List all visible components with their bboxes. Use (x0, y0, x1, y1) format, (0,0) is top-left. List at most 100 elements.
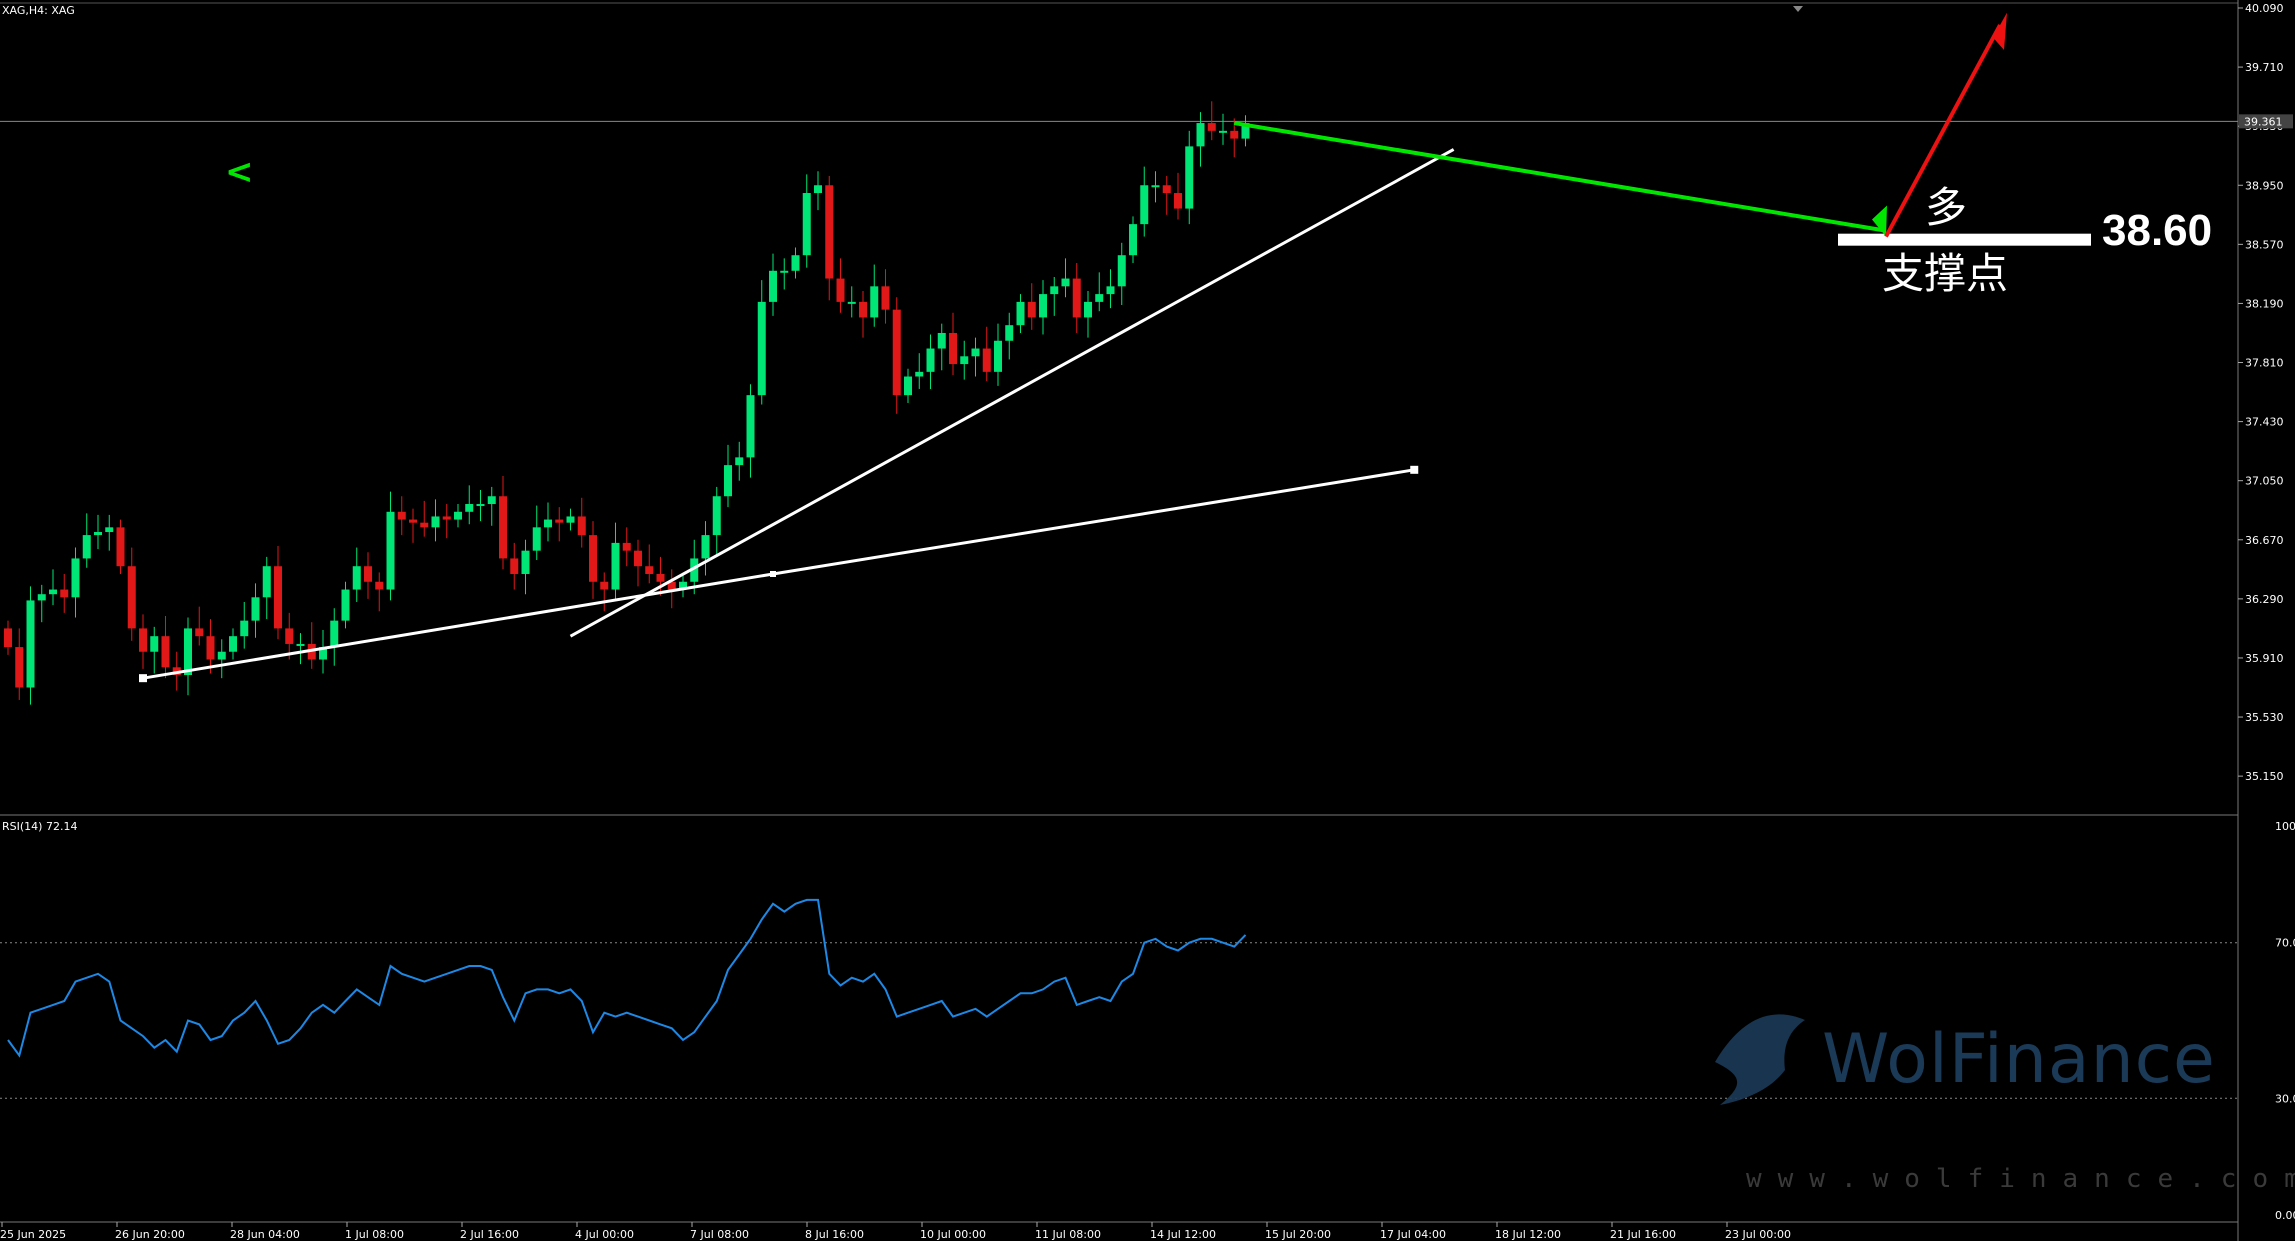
price-tick-label: 38.570 (2245, 238, 2284, 251)
price-tick-label: 36.290 (2245, 593, 2284, 606)
candle-body (566, 516, 575, 523)
candle-body (105, 527, 114, 533)
rsi-line (7, 898, 1247, 1058)
price-tick-label: 35.910 (2245, 652, 2284, 665)
candle-body (375, 581, 384, 590)
support-annotation: 支撑点 (1882, 249, 2009, 298)
price-tick-label: 37.430 (2245, 416, 2284, 429)
candle-body (960, 356, 969, 365)
rsi-level-label: 0.00 (2275, 1209, 2295, 1222)
candle-body (1207, 123, 1216, 131)
candle-body (724, 465, 732, 497)
time-tick-label: 10 Jul 00:00 (920, 1228, 986, 1241)
down-arrow-head (1872, 205, 1887, 237)
candle-body (847, 301, 856, 304)
candle-body (341, 589, 350, 621)
price-tick-label: 40.090 (2245, 2, 2284, 15)
candle-body (1151, 185, 1160, 188)
candle-body (1095, 294, 1104, 302)
price-tick-label: 39.710 (2245, 61, 2284, 74)
candle-body (690, 558, 699, 582)
candle-body (364, 566, 372, 582)
candle-body (1061, 278, 1070, 287)
candle-body (94, 532, 102, 536)
time-tick-label: 17 Jul 04:00 (1380, 1228, 1446, 1241)
support-level-bar (1838, 233, 2091, 246)
candle-body (499, 496, 507, 559)
support-trendline-2 (569, 148, 1455, 638)
time-tick-label: 8 Jul 16:00 (805, 1228, 864, 1241)
candle-body (735, 457, 744, 466)
candle-body (431, 516, 440, 528)
candle-body (757, 301, 766, 396)
candle-body (1162, 185, 1171, 194)
time-tick-label: 15 Jul 20:00 (1265, 1228, 1331, 1241)
time-tick-label: 14 Jul 12:00 (1150, 1228, 1216, 1241)
candle-body (1219, 130, 1227, 133)
rsi-label: RSI(14) 72.14 (2, 820, 78, 833)
time-tick-label: 26 Jun 20:00 (115, 1228, 185, 1241)
candle-body (296, 643, 305, 646)
candle-body (184, 628, 192, 676)
trendline-anchor (770, 570, 776, 577)
candle-body (769, 270, 777, 302)
candle-body (454, 511, 462, 520)
candle-body (139, 628, 147, 652)
time-tick-label: 21 Jul 16:00 (1610, 1228, 1676, 1241)
candle-body (1117, 255, 1126, 287)
current-price-label: 39.361 (2244, 115, 2283, 128)
candle-body (532, 527, 541, 551)
support-price-annotation: 38.60 (2102, 206, 2213, 255)
symbol-label: XAG,H4: XAG (2, 4, 75, 17)
candle-body (1106, 286, 1115, 295)
candle-body (701, 535, 710, 559)
wolf-logo-icon (1715, 1014, 1805, 1105)
candle-body (780, 270, 789, 273)
candle-body (949, 332, 957, 365)
candle-body (465, 504, 474, 512)
rsi-level-label: 100.00 (2275, 820, 2295, 833)
candle-body (859, 301, 867, 318)
candle-body (206, 636, 215, 660)
candle-body (229, 636, 237, 652)
candle-body (319, 647, 327, 660)
candle-body (262, 566, 271, 598)
rsi-level-label: 70.00 (2275, 937, 2295, 950)
candle-body (611, 542, 620, 590)
long-annotation: 多 (1925, 183, 1968, 232)
candle-body (1084, 301, 1092, 318)
current-price-tag (2239, 114, 2293, 129)
candle-body (656, 573, 665, 582)
candle-body (217, 651, 226, 660)
candle-body (116, 527, 125, 567)
candle-body (1196, 123, 1205, 147)
candle-body (904, 376, 912, 396)
candle-body (127, 566, 136, 629)
candle-body (622, 542, 631, 551)
candle-body (645, 566, 654, 574)
support-trendline-1-ext (772, 468, 1415, 576)
candle-body (555, 519, 564, 523)
price-tick-label: 36.670 (2245, 534, 2284, 547)
candle-body (420, 522, 429, 528)
support-trendline-1 (142, 572, 774, 680)
candle-body (4, 628, 12, 648)
trendline-anchor (139, 674, 147, 683)
candle-body (667, 581, 676, 590)
candle-body (881, 286, 890, 310)
candle-body (634, 550, 642, 567)
candle-body (915, 371, 924, 377)
candle-body (49, 589, 57, 595)
scroll-left-icon[interactable]: < (225, 152, 254, 192)
candle-body (746, 395, 755, 458)
trendline-anchor (1410, 465, 1419, 474)
rsi-level-label: 30.00 (2275, 1092, 2295, 1105)
candle-body (1185, 146, 1194, 209)
candle-body (274, 566, 282, 629)
up-arrow-head (1993, 12, 2007, 50)
price-tick-label: 38.950 (2245, 179, 2284, 192)
candle-body (1072, 278, 1081, 318)
candle-body (71, 558, 80, 598)
price-tick-label: 35.150 (2245, 770, 2284, 783)
